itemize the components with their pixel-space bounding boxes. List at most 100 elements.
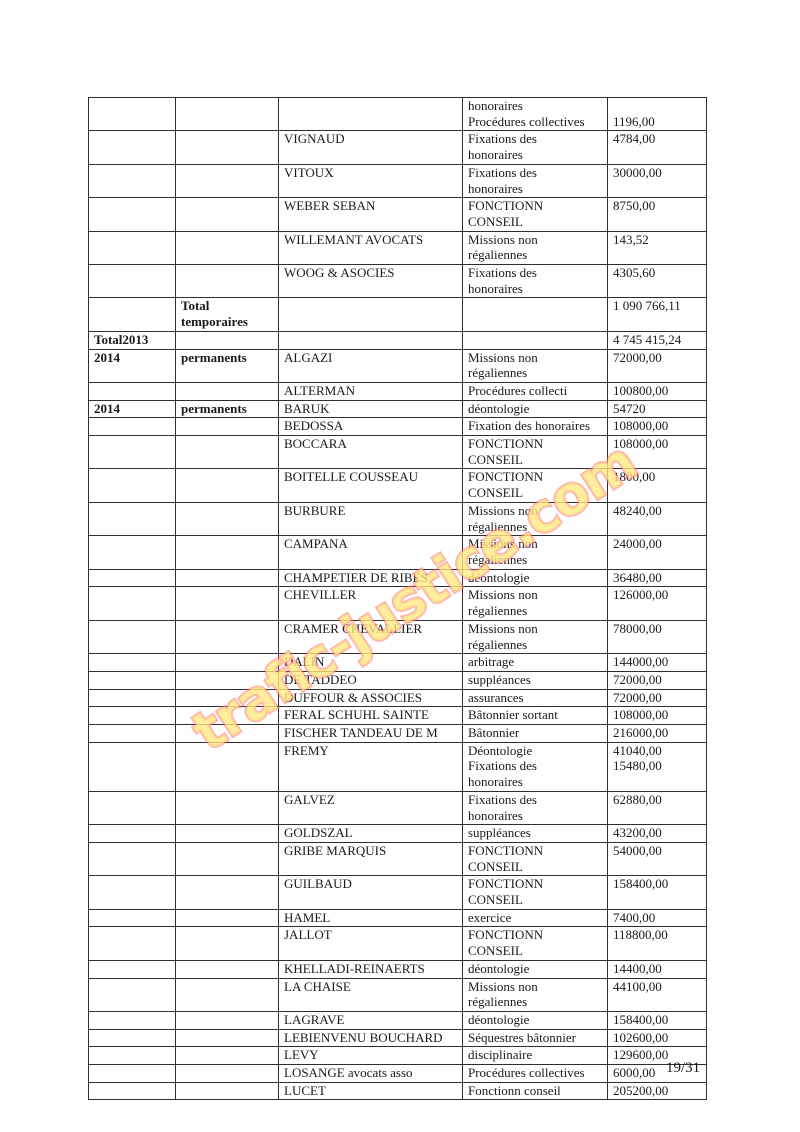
category-cell bbox=[175, 197, 279, 232]
table-row: LOSANGE avocats asso Procédures collectiv… bbox=[88, 1064, 707, 1083]
amount-cell: 72000,00 bbox=[607, 348, 707, 383]
year-cell bbox=[88, 724, 176, 743]
amount-cell: 41040,00 15480,00 bbox=[607, 741, 707, 792]
year-cell bbox=[88, 841, 176, 877]
year-cell bbox=[88, 435, 176, 470]
table-row: ALTERMAN Procédures collecti 100800,00 bbox=[88, 381, 707, 401]
table-row: 2014 permanents BARUK déontologie 54720 bbox=[88, 399, 707, 419]
mission-cell: Procédures collectives bbox=[462, 1064, 608, 1083]
category-cell bbox=[175, 741, 279, 792]
category-cell: permanents bbox=[175, 348, 279, 383]
name-cell: LOSANGE avocats asso bbox=[278, 1064, 463, 1083]
category-cell bbox=[175, 435, 279, 470]
amount-cell: 7400,00 bbox=[607, 908, 707, 928]
year-cell bbox=[88, 130, 176, 165]
name-cell: BARUK bbox=[278, 399, 463, 419]
table-row: FREMY Déontologie Fixations des honoraires 4… bbox=[88, 741, 707, 792]
year-cell bbox=[88, 96, 176, 132]
mission-cell: Missions non régaliennes bbox=[462, 586, 608, 621]
mission-cell: déontologie bbox=[462, 1010, 608, 1030]
category-cell bbox=[175, 330, 279, 350]
table-row: WEBER SEBAN FONCTIONN CONSEIL 8750,00 bbox=[88, 197, 707, 232]
mission-cell: assurances bbox=[462, 688, 608, 708]
category-cell bbox=[175, 1046, 279, 1066]
category-cell bbox=[175, 824, 279, 843]
mission-cell: honoraires Procédures collectives bbox=[462, 96, 608, 132]
category-cell bbox=[175, 1028, 279, 1048]
amount-cell: 4305,60 bbox=[607, 264, 707, 299]
name-cell: LEVY bbox=[278, 1046, 463, 1066]
name-cell: WEBER SEBAN bbox=[278, 197, 463, 232]
category-cell bbox=[175, 163, 279, 199]
category-cell bbox=[175, 790, 279, 826]
mission-cell: déontologie bbox=[462, 399, 608, 419]
amount-cell: 108000,00 bbox=[607, 417, 707, 437]
category-cell bbox=[175, 586, 279, 621]
amount-cell: 100800,00 bbox=[607, 381, 707, 401]
mission-cell: Bâtonnier sortant bbox=[462, 706, 608, 726]
amount-cell: 8750,00 bbox=[607, 197, 707, 232]
table-row: KHELLADI-REINAERTS déontologie 14400,00 bbox=[88, 959, 707, 979]
name-cell: FREMY bbox=[278, 741, 463, 792]
name-cell: WOOG & ASOCIES bbox=[278, 264, 463, 299]
name-cell: FERAL SCHUHL SAINTE bbox=[278, 706, 463, 726]
mission-cell: Missions non régaliennes bbox=[462, 230, 608, 266]
category-cell bbox=[175, 417, 279, 437]
name-cell: CHEVILLER bbox=[278, 586, 463, 621]
table-row: BURBURE Missions non régaliennes 48240,00 bbox=[88, 501, 707, 537]
table-row: Total temporaires 1 090 766,11 bbox=[88, 297, 707, 332]
table-row: VITOUX Fixations des honoraires 30000,00 bbox=[88, 163, 707, 199]
category-cell bbox=[175, 724, 279, 743]
page-number: 19/31 bbox=[666, 1060, 701, 1076]
amount-cell: 4 745 415,24 bbox=[607, 330, 707, 350]
table-row: LUCET Fonctionn conseil 205200,00 bbox=[88, 1081, 707, 1101]
table-row: GALVEZ Fixations des honoraires 62880,00 bbox=[88, 790, 707, 826]
table-row: GRIBE MARQUIS FONCTIONN CONSEIL 54000,00 bbox=[88, 841, 707, 877]
year-cell bbox=[88, 824, 176, 843]
table-row: WILLEMANT AVOCATS Missions non régaliennes… bbox=[88, 230, 707, 266]
name-cell: BOITELLE COUSSEAU bbox=[278, 468, 463, 503]
category-cell bbox=[175, 568, 279, 588]
category-cell bbox=[175, 706, 279, 726]
year-cell: 2014 bbox=[88, 348, 176, 383]
category-cell bbox=[175, 1081, 279, 1101]
amount-cell: 48240,00 bbox=[607, 501, 707, 537]
mission-cell: Missions non régaliennes bbox=[462, 535, 608, 570]
amount-cell: 43200,00 bbox=[607, 824, 707, 843]
name-cell: FISCHER TANDEAU DE M bbox=[278, 724, 463, 743]
mission-cell: FONCTIONN CONSEIL bbox=[462, 875, 608, 910]
name-cell: DALIN bbox=[278, 653, 463, 672]
name-cell: VITOUX bbox=[278, 163, 463, 199]
amount-cell: 24000,00 bbox=[607, 535, 707, 570]
table-row: LEBIENVENU BOUCHARD Séquestres bâtonnier 1… bbox=[88, 1028, 707, 1048]
table-row: honoraires Procédures collectives 1196,00 bbox=[88, 96, 707, 132]
table-row: DUFFOUR & ASSOCIES assurances 72000,00 bbox=[88, 688, 707, 708]
table-row: JALLOT FONCTIONN CONSEIL 118800,00 bbox=[88, 926, 707, 961]
year-cell bbox=[88, 586, 176, 621]
table-row: BOITELLE COUSSEAU FONCTIONN CONSEIL 1800,00 bbox=[88, 468, 707, 503]
mission-cell: Fixations des honoraires bbox=[462, 130, 608, 165]
category-cell bbox=[175, 381, 279, 401]
mission-cell: suppléances bbox=[462, 670, 608, 690]
table-row: 2014 permanents ALGAZI Missions non régalien… bbox=[88, 348, 707, 383]
mission-cell: Missions non régaliennes bbox=[462, 348, 608, 383]
table-row: DE TADDEO suppléances 72000,00 bbox=[88, 670, 707, 690]
category-cell bbox=[175, 926, 279, 961]
name-cell: LAGRAVE bbox=[278, 1010, 463, 1030]
category-cell bbox=[175, 230, 279, 266]
year-cell bbox=[88, 535, 176, 570]
mission-cell: Fixations des honoraires bbox=[462, 790, 608, 826]
category-cell: permanents bbox=[175, 399, 279, 419]
year-cell bbox=[88, 908, 176, 928]
category-cell bbox=[175, 688, 279, 708]
name-cell bbox=[278, 96, 463, 132]
name-cell: LEBIENVENU BOUCHARD bbox=[278, 1028, 463, 1048]
year-cell bbox=[88, 619, 176, 655]
amount-cell: 143,52 bbox=[607, 230, 707, 266]
mission-cell: FONCTIONN CONSEIL bbox=[462, 197, 608, 232]
name-cell: DE TADDEO bbox=[278, 670, 463, 690]
table-row: GUILBAUD FONCTIONN CONSEIL 158400,00 bbox=[88, 875, 707, 910]
table-row: FISCHER TANDEAU DE M Bâtonnier 216000,00 bbox=[88, 724, 707, 743]
name-cell: WILLEMANT AVOCATS bbox=[278, 230, 463, 266]
